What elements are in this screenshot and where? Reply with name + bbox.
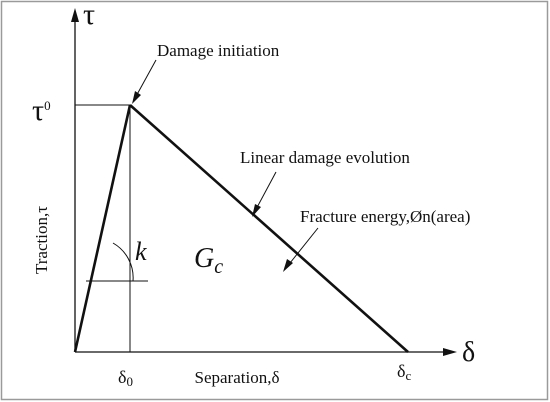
stiffness-label: k (135, 237, 147, 266)
linear-evolution-arrowhead (252, 204, 261, 217)
damage-initiation-label: Damage initiation (157, 41, 280, 60)
fracture-energy-arrowhead (283, 259, 293, 272)
critical-energy-label: Gc (194, 243, 223, 278)
y-axis-label: Traction,τ (32, 206, 51, 274)
softening-segment (129, 104, 409, 353)
fracture-energy-label: Fracture energy,Øn(area) (300, 207, 470, 226)
linear-evolution-label: Linear damage evolution (240, 148, 410, 167)
x-axis-symbol: δ (462, 337, 475, 368)
y-axis-symbol: τ (83, 0, 95, 31)
peak-traction-label: τ0 (32, 94, 51, 127)
fracture-energy-leader (285, 227, 319, 269)
final-separation-label: δc (397, 361, 411, 383)
y-axis-arrowhead (71, 8, 79, 22)
damage-initiation-arrowhead (132, 91, 141, 104)
initiation-separation-label: δ0 (118, 367, 133, 389)
x-axis-arrowhead (443, 348, 457, 356)
stiffness-angle-arc (112, 242, 134, 282)
elastic-loading-segment (73, 104, 132, 353)
x-axis-label: Separation,δ (195, 368, 280, 387)
